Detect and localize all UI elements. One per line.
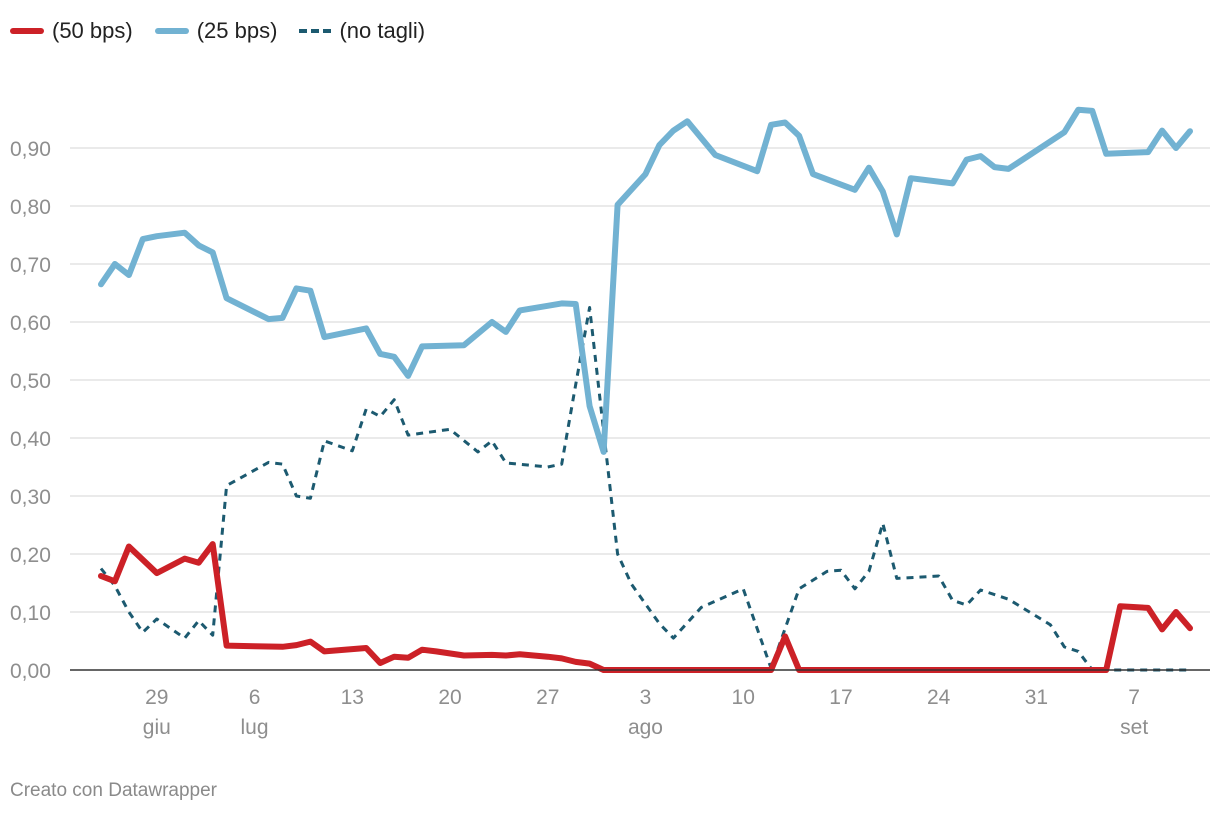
y-tick-label: 0,80	[10, 196, 51, 219]
legend-swatch-25bps	[154, 28, 189, 34]
y-tick-label: 0,40	[10, 428, 51, 451]
x-tick-label: 10	[732, 686, 755, 709]
chart-legend: (50 bps) (25 bps) (no tagli)	[10, 16, 425, 46]
x-tick-label: 7	[1128, 686, 1140, 709]
legend-item-50bps: (50 bps)	[10, 18, 133, 44]
x-tick-month-label: set	[1120, 716, 1148, 739]
x-tick-label: 3	[640, 686, 652, 709]
y-tick-label: 0,20	[10, 544, 51, 567]
legend-item-no-tagli: (no tagli)	[299, 18, 425, 44]
x-tick-label: 17	[829, 686, 852, 709]
x-tick-label: 6	[249, 686, 261, 709]
y-tick-label: 0,50	[10, 370, 51, 393]
x-tick-label: 13	[341, 686, 364, 709]
x-tick-label: 20	[438, 686, 461, 709]
series-line-1	[98, 106, 1193, 455]
y-tick-label: 0,30	[10, 486, 51, 509]
legend-swatch-50bps	[10, 28, 44, 34]
series-line-2	[99, 306, 1190, 672]
line-chart: 0,00 0,10 0,20 0,30 0,40 0,50 0,60 0,70 0,80 0,90…	[10, 106, 1210, 739]
x-tick-label: 27	[536, 686, 559, 709]
legend-label-50bps: (50 bps)	[52, 18, 133, 43]
x-tick-month-label: lug	[241, 716, 269, 739]
series-line-0	[98, 541, 1193, 673]
x-tick-month-label: giu	[143, 716, 171, 739]
legend-label-25bps: (25 bps)	[196, 18, 278, 43]
y-tick-label: 0,90	[10, 138, 51, 161]
y-tick-label: 0,00	[10, 660, 51, 683]
x-tick-month-label: ago	[628, 716, 663, 739]
legend-swatch-no-tagli	[299, 29, 332, 33]
y-tick-label: 0,60	[10, 312, 51, 335]
x-tick-label: 29	[145, 686, 168, 709]
footer-credit: Creato con Datawrapper	[10, 780, 217, 801]
legend-label-no-tagli: (no tagli)	[339, 18, 426, 43]
x-tick-label: 31	[1025, 686, 1048, 709]
legend-item-25bps: (25 bps)	[154, 18, 278, 44]
x-tick-label: 24	[927, 686, 951, 709]
y-tick-label: 0,70	[10, 254, 51, 277]
y-tick-label: 0,10	[10, 602, 51, 625]
